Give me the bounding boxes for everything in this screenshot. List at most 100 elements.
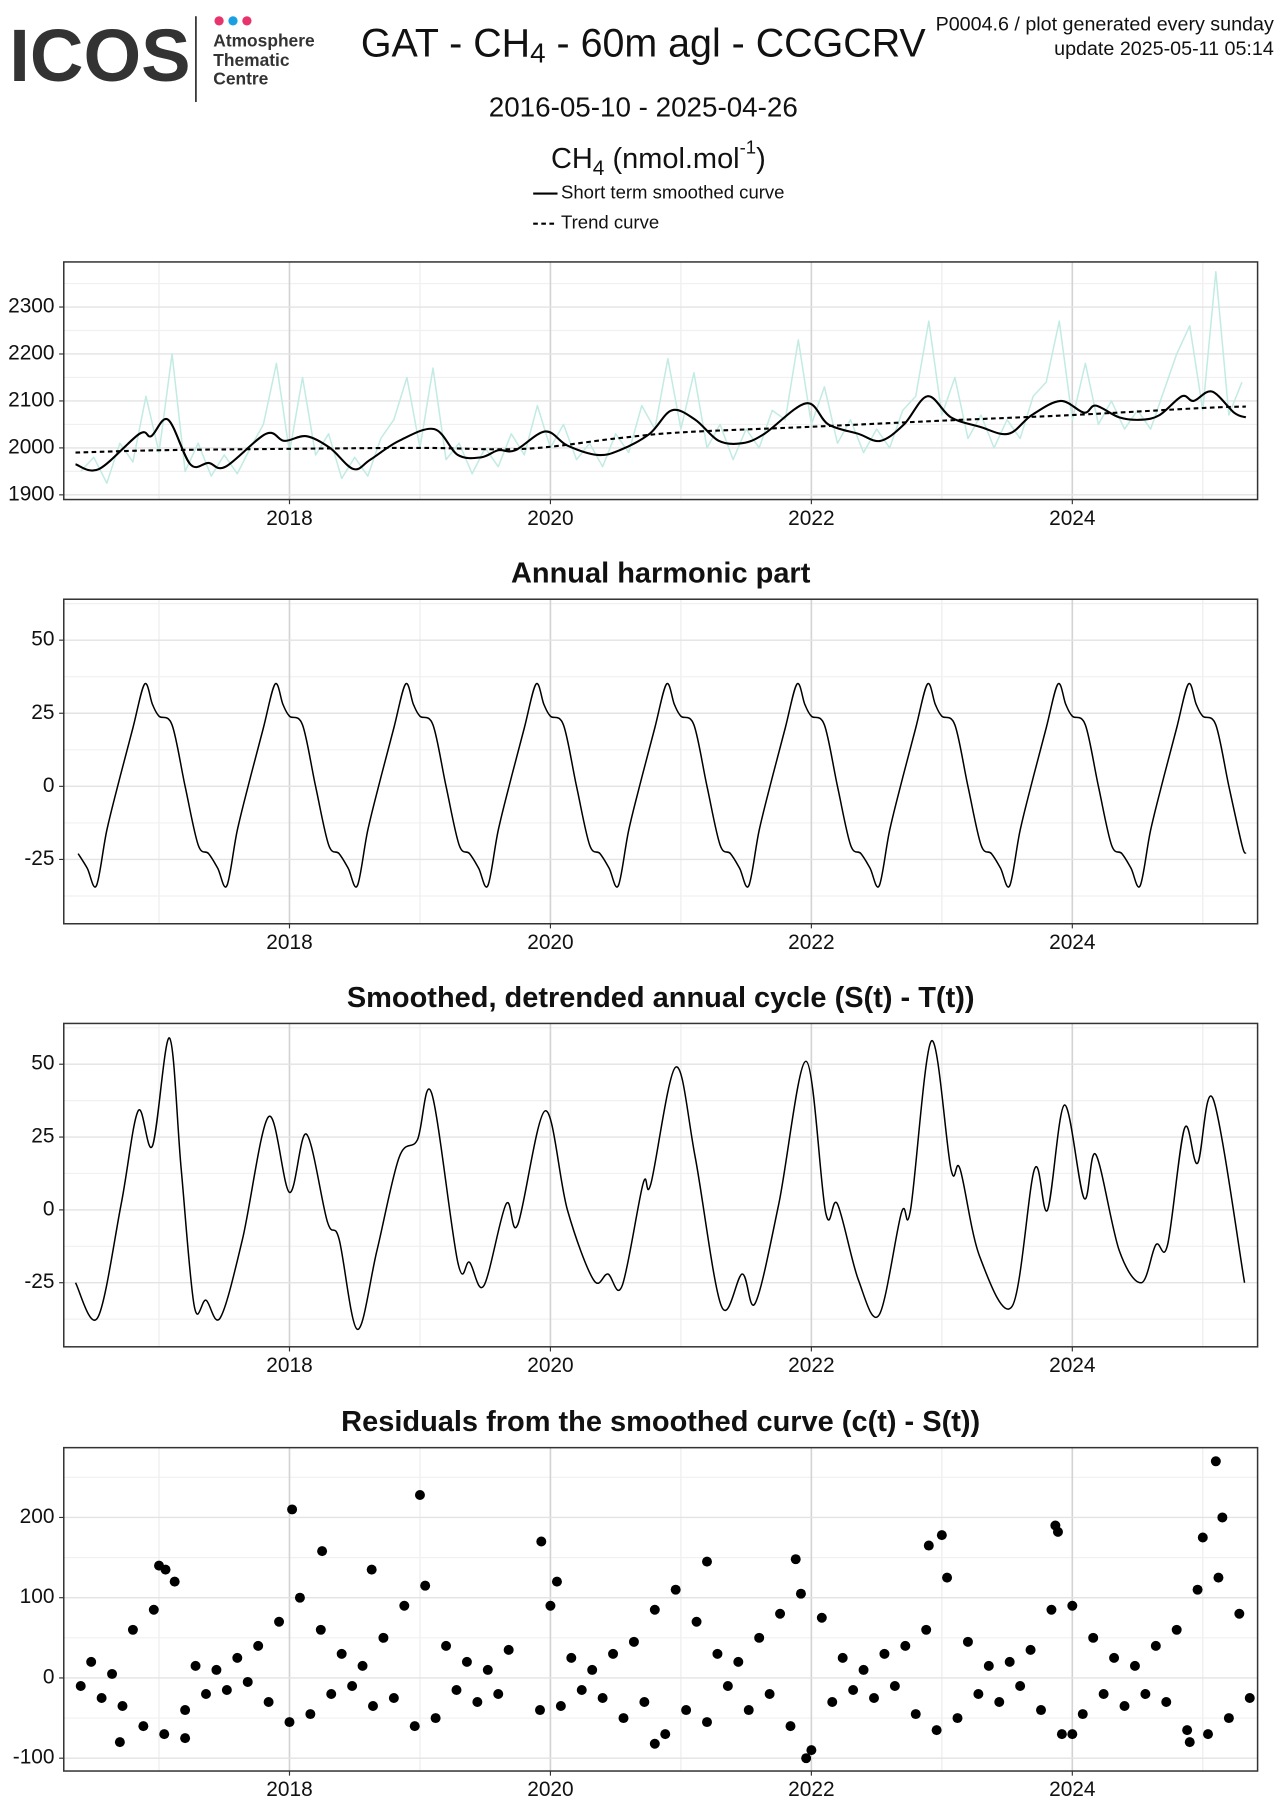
logo-dot (228, 16, 238, 26)
point (201, 1689, 211, 1699)
point (336, 1648, 347, 1659)
point (858, 1664, 869, 1675)
point (1140, 1689, 1151, 1699)
label-superscript: -1 (740, 136, 756, 157)
label-part: (nmol.mol (604, 143, 739, 175)
point (1052, 1526, 1063, 1537)
point (702, 1717, 712, 1728)
point (399, 1600, 410, 1611)
point (107, 1668, 118, 1679)
point (936, 1530, 947, 1541)
y-tick-label: 100 (20, 1585, 55, 1608)
title-part: GAT - CH (361, 22, 530, 66)
y-tick-label: -25 (24, 847, 54, 870)
point (1098, 1689, 1109, 1699)
title-part: - 60m agl - CCGCRV (546, 22, 927, 66)
point (1171, 1624, 1182, 1635)
y-tick-label: 0 (43, 774, 55, 797)
x-tick-label: 2018 (266, 507, 312, 530)
point (1203, 1729, 1213, 1740)
logo-line: Thematic (213, 50, 290, 70)
point (795, 1588, 806, 1599)
point (159, 1729, 170, 1740)
panel-title: Annual harmonic part (511, 558, 811, 590)
point (1197, 1532, 1208, 1543)
point (190, 1660, 201, 1671)
point (879, 1648, 890, 1659)
x-tick-label: 2024 (1049, 1354, 1095, 1377)
legend-label: Short term smoothed curve (561, 181, 785, 202)
point (96, 1693, 107, 1703)
point (148, 1604, 159, 1615)
title-subscript: 4 (530, 38, 545, 69)
point (806, 1745, 817, 1756)
point (597, 1693, 608, 1703)
point (1067, 1729, 1078, 1740)
point (1182, 1725, 1193, 1736)
logo-line: Atmosphere (213, 30, 315, 50)
point (923, 1540, 934, 1551)
series-line (74, 1037, 1246, 1331)
y-tick-label: 2300 (8, 295, 54, 318)
point (388, 1693, 399, 1703)
point (691, 1616, 702, 1627)
plot-background (63, 1447, 1258, 1772)
logo: ICOS (9, 14, 190, 97)
point (242, 1676, 253, 1687)
x-tick-label: 2024 (1049, 931, 1095, 954)
point (326, 1689, 337, 1699)
point (942, 1572, 953, 1583)
point (754, 1632, 765, 1643)
point (660, 1729, 671, 1740)
point (1234, 1608, 1245, 1619)
x-tick-label: 2022 (788, 507, 834, 530)
point (1150, 1640, 1161, 1651)
period: 2016-05-10 - 2025-04-26 (489, 91, 798, 122)
x-tick-label: 2020 (527, 1778, 573, 1800)
point (910, 1709, 921, 1720)
y-tick-label: 200 (20, 1505, 55, 1528)
point (1161, 1697, 1172, 1707)
point (414, 1490, 425, 1500)
point (848, 1684, 859, 1695)
y-tick-label: 1900 (8, 482, 54, 505)
x-tick-label: 2018 (266, 1778, 312, 1800)
point (1192, 1584, 1203, 1595)
point (180, 1733, 191, 1744)
point (472, 1697, 483, 1707)
point (461, 1656, 472, 1667)
panel-title: Smoothed, detrended annual cycle (S(t) -… (347, 982, 975, 1014)
x-tick-label: 2020 (527, 931, 573, 954)
point (743, 1705, 754, 1716)
x-tick-label: 2018 (266, 1354, 312, 1377)
point (983, 1660, 994, 1671)
point (962, 1636, 973, 1647)
point (608, 1648, 619, 1659)
point (1088, 1632, 1099, 1643)
point (1129, 1660, 1140, 1671)
point (221, 1684, 232, 1695)
y-tick-label: 2100 (8, 388, 54, 411)
point (232, 1652, 243, 1663)
point (837, 1652, 848, 1663)
point (138, 1721, 149, 1732)
point (1036, 1705, 1046, 1716)
point (347, 1680, 358, 1691)
x-tick-label: 2018 (266, 931, 312, 954)
point (366, 1564, 377, 1575)
point (628, 1636, 639, 1647)
plot-frame (63, 598, 1259, 925)
point (900, 1640, 911, 1651)
point (503, 1644, 514, 1655)
point (75, 1680, 86, 1691)
point (1119, 1701, 1130, 1712)
point (1077, 1709, 1088, 1720)
point (117, 1701, 128, 1712)
legend-label: Trend curve (561, 212, 659, 233)
point (587, 1664, 598, 1675)
point (357, 1660, 368, 1671)
point (1217, 1512, 1228, 1523)
y-tick-label: 50 (31, 628, 54, 651)
point (816, 1612, 827, 1623)
